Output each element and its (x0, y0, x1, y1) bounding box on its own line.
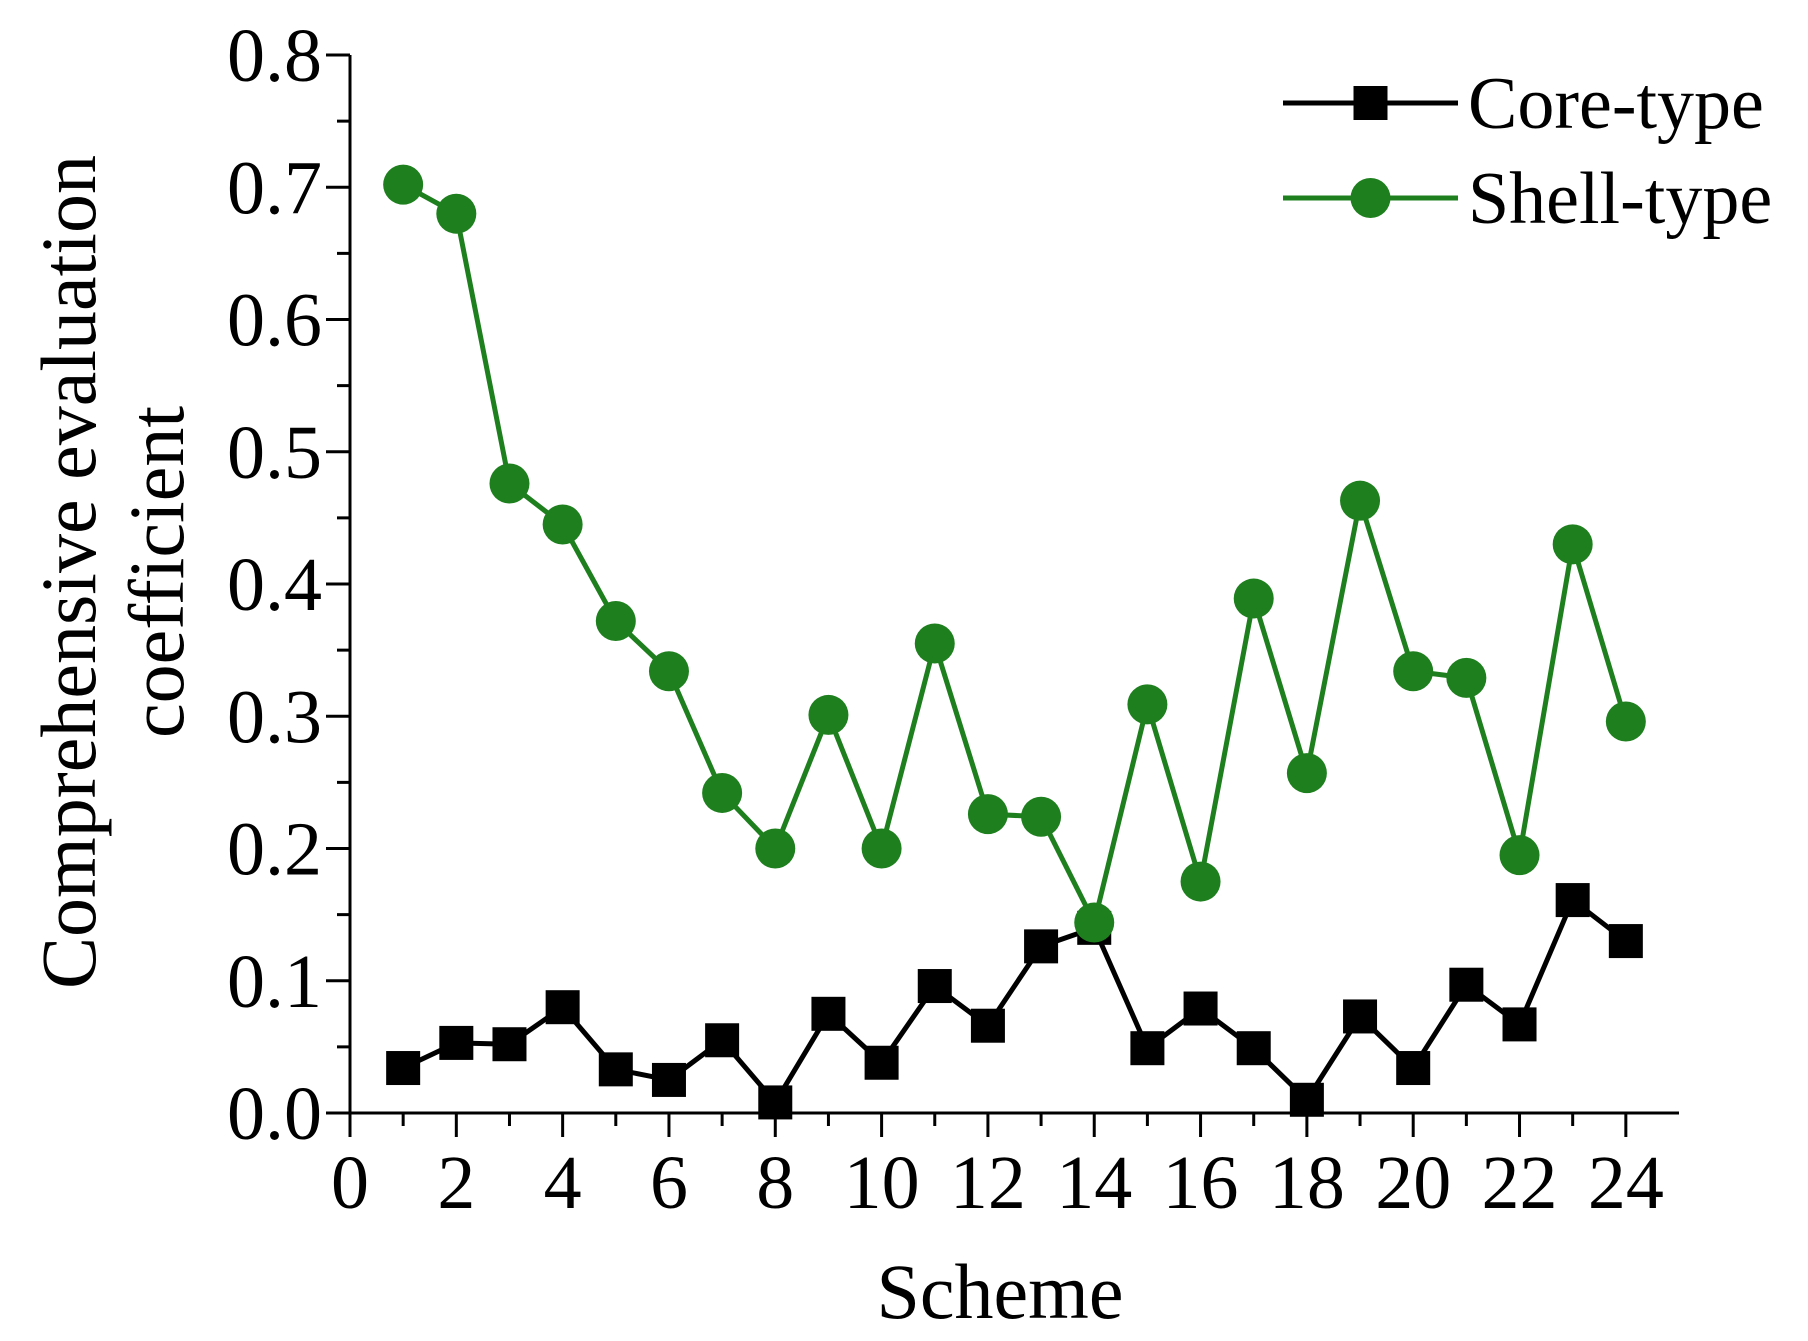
data-point (1074, 902, 1115, 943)
series-layer (383, 164, 1646, 1120)
data-point (1286, 753, 1327, 794)
data-point (383, 164, 424, 205)
data-point (1340, 480, 1381, 521)
y-tick-label: 0.6 (227, 279, 322, 363)
data-point (1024, 929, 1059, 964)
y-axis-title-line-1: Comprehensive evaluation (25, 155, 112, 989)
x-axis-title: Scheme (877, 1248, 1124, 1335)
data-point (970, 1008, 1005, 1043)
x-tick-label: 8 (756, 1141, 794, 1225)
series-line (401, 182, 1629, 926)
data-point (492, 1027, 527, 1062)
series-shell-type (383, 164, 1646, 943)
data-point (1233, 578, 1274, 619)
data-point (648, 651, 689, 692)
y-tick-label: 0.8 (227, 14, 322, 98)
y-tick-label: 0.1 (227, 940, 322, 1024)
x-tick-label: 10 (844, 1141, 920, 1225)
legend-label: Core-type (1468, 63, 1764, 145)
y-tick-label: 0.3 (227, 675, 322, 759)
data-point (1393, 651, 1434, 692)
data-point (808, 694, 849, 735)
data-point (386, 1051, 421, 1086)
data-point (914, 623, 955, 664)
data-point (1183, 991, 1218, 1026)
legend-marker (1353, 86, 1388, 120)
data-point (811, 996, 846, 1031)
data-point (861, 828, 902, 869)
data-point (439, 1025, 474, 1060)
x-tick-label: 18 (1269, 1141, 1345, 1225)
x-tick-label: 12 (950, 1141, 1026, 1225)
x-tick-label: 22 (1482, 1141, 1558, 1225)
data-point (542, 504, 583, 545)
x-tick-label: 20 (1375, 1141, 1451, 1225)
y-axis-title: Comprehensive evaluation coefficient (25, 155, 200, 989)
data-point (1127, 684, 1168, 725)
data-point (436, 193, 477, 234)
x-tick-label: 16 (1163, 1141, 1239, 1225)
x-tick-label: 24 (1588, 1141, 1664, 1225)
data-point (1605, 701, 1646, 742)
x-tick-label: 0 (331, 1141, 369, 1225)
y-tick-label: 0.2 (227, 808, 322, 892)
legend-label: Shell-type (1468, 158, 1772, 240)
y-tick-label: 0.7 (227, 146, 322, 230)
data-point (1502, 1007, 1537, 1042)
x-tick-label: 6 (650, 1141, 688, 1225)
data-point (598, 1052, 633, 1087)
data-point (595, 601, 636, 642)
data-point (1236, 1031, 1271, 1066)
data-point (1289, 1082, 1324, 1117)
data-point (755, 828, 796, 869)
x-tick-label: 14 (1056, 1141, 1132, 1225)
y-axis-title-line-2: coefficient (113, 406, 200, 738)
y-tick-label: 0.5 (227, 411, 322, 495)
data-point (489, 463, 530, 504)
legend-item: Core-type (1283, 63, 1764, 145)
data-point (705, 1023, 740, 1058)
axes: 0.00.10.20.30.40.50.60.70.80 2 4 6 8 10 12 14 16… (227, 14, 1679, 1225)
data-point (1555, 883, 1590, 918)
data-point (1396, 1051, 1431, 1086)
y-tick-label: 0.4 (227, 543, 322, 627)
data-point (651, 1062, 686, 1097)
data-point (1130, 1031, 1165, 1066)
data-point (545, 990, 580, 1025)
legend-marker (1350, 178, 1391, 218)
legend: Core-type Shell-type (1283, 63, 1772, 240)
data-point (1343, 999, 1378, 1034)
series-line (402, 897, 1628, 1105)
data-point (1021, 796, 1062, 837)
data-point (917, 969, 952, 1004)
data-point (864, 1045, 899, 1080)
x-tick-label: 4 (544, 1141, 582, 1225)
data-point (1499, 835, 1540, 876)
y-tick-label: 0.0 (227, 1072, 322, 1156)
series-core-type (386, 883, 1643, 1120)
data-point (967, 794, 1008, 835)
data-point (758, 1085, 793, 1120)
data-point (1180, 861, 1221, 902)
data-point (1446, 657, 1487, 698)
legend-item: Shell-type (1283, 158, 1772, 240)
data-point (1552, 524, 1593, 565)
data-point (702, 772, 743, 813)
data-point (1608, 924, 1643, 959)
x-tick-label: 2 (437, 1141, 475, 1225)
data-point (1449, 967, 1484, 1002)
